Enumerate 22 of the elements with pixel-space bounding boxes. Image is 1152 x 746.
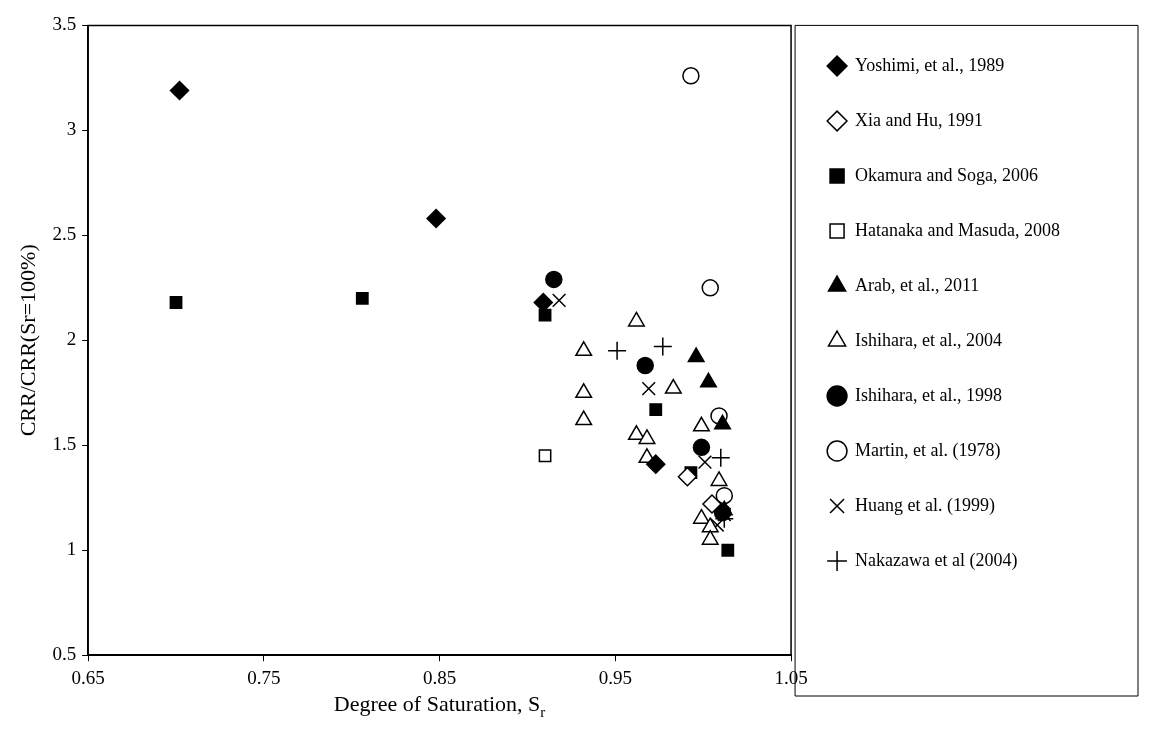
y-tick-label: 3.5 — [52, 13, 77, 35]
legend-label: Xia and Hu, 1991 — [855, 109, 984, 130]
legend-label: Arab, et al., 2011 — [855, 274, 980, 295]
y-tick-label: 1.5 — [52, 433, 77, 455]
y-tick-label: 1 — [66, 538, 77, 560]
legend-label: Yoshimi, et al., 1989 — [855, 54, 1005, 75]
legend-label: Martin, et al. (1978) — [855, 439, 1001, 461]
x-tick-label: 0.95 — [598, 666, 632, 688]
y-tick-label: 3 — [66, 118, 77, 140]
y-axis-title: CRR/CRR(Sr=100%) — [14, 244, 40, 437]
y-tick-label: 0.5 — [52, 643, 77, 665]
legend-label: Ishihara, et al., 2004 — [855, 329, 1003, 350]
x-tick-label: 0.85 — [422, 666, 457, 688]
x-tick-label: 0.75 — [247, 666, 281, 688]
legend-label: Nakazawa et al (2004) — [855, 549, 1018, 571]
y-tick-label: 2.5 — [52, 223, 77, 245]
legend-label: Huang et al. (1999) — [855, 494, 996, 516]
legend-label: Okamura and Soga, 2006 — [855, 164, 1039, 185]
legend-label: Hatanaka and Masuda, 2008 — [855, 219, 1060, 240]
x-tick-label: 0.65 — [71, 666, 105, 688]
y-tick-label: 2 — [66, 328, 77, 350]
legend-label: Ishihara, et al., 1998 — [855, 384, 1003, 405]
